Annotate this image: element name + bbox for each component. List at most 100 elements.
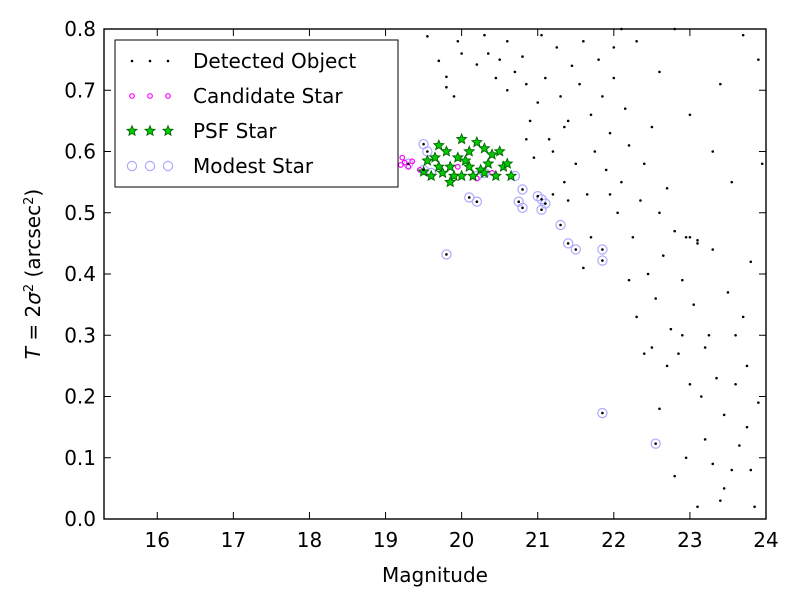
psf-star-point (417, 165, 430, 177)
psf-star-point (425, 169, 438, 182)
detected-object-point (627, 278, 631, 282)
detected-object-point (627, 144, 631, 147)
psf-star-point (455, 169, 468, 182)
detected-object-point (407, 162, 410, 166)
psf-star-point (455, 132, 468, 145)
detected-object-point (559, 223, 562, 227)
modest-star-point (532, 191, 543, 202)
detected-object-point (517, 200, 521, 204)
detected-object-point (566, 242, 570, 245)
modest-star-point (570, 244, 581, 255)
detected-object-point (540, 208, 543, 211)
modest-star-point (555, 219, 566, 231)
detected-object-point (749, 468, 753, 472)
detected-object-point (521, 188, 524, 191)
detected-object-point (620, 180, 623, 184)
detected-object-point (631, 235, 635, 239)
modest-star-point (464, 192, 475, 203)
x-tick-label: 18 (297, 528, 322, 552)
detected-object-point (684, 235, 688, 239)
detected-object-point (692, 303, 696, 306)
psf-star-point (501, 157, 514, 169)
detected-object-point (688, 382, 692, 386)
psf-star-point (421, 154, 434, 166)
detected-object-point (585, 193, 589, 196)
detected-object-point (422, 168, 425, 172)
legend-marker (165, 93, 171, 99)
detected-object-point (582, 266, 585, 270)
detected-object-point (719, 82, 722, 86)
detected-object-point (642, 162, 646, 166)
psf-star-point (463, 145, 476, 157)
detected-object-point (582, 39, 585, 43)
modest-star-point (441, 249, 452, 260)
x-tick-label: 16 (145, 528, 170, 552)
y-tick-label: 0.8 (64, 17, 96, 41)
detected-object-point (612, 76, 616, 80)
detected-object-point (426, 35, 429, 38)
legend-marker (161, 124, 175, 137)
detected-object-point (711, 248, 715, 251)
detected-object-point (665, 364, 669, 368)
detected-object-point (749, 260, 753, 264)
detected-object-point (544, 76, 547, 80)
detected-object-point (559, 95, 562, 98)
detected-object-point (726, 291, 730, 294)
detected-object-point (688, 235, 692, 239)
detected-object-point (757, 401, 760, 404)
detected-object-point (711, 150, 715, 153)
detected-object-point (612, 46, 616, 49)
x-axis-label: Magnitude (382, 563, 488, 587)
detected-object-point (551, 150, 555, 153)
detected-object-point (711, 462, 715, 466)
series-modest-star (403, 138, 661, 449)
detected-object-point (677, 352, 680, 355)
y-tick-label: 0.7 (64, 78, 96, 102)
detected-object-point (589, 113, 593, 117)
detected-object-point (738, 444, 741, 447)
psf-star-point (451, 151, 464, 163)
legend-entry-candidate: Candidate Star (129, 84, 343, 108)
modest-star-point (513, 196, 524, 207)
psf-star-point (493, 145, 506, 157)
modest-star-point (540, 198, 551, 209)
detected-object-point (684, 456, 688, 460)
detected-object-point (658, 211, 661, 215)
detected-object-point (753, 505, 756, 509)
legend-marker (126, 160, 138, 172)
detected-object-point (422, 142, 425, 146)
detected-object-point (673, 474, 676, 478)
detected-object-point (635, 39, 638, 43)
modest-star-point (471, 196, 483, 207)
detected-object-point (498, 58, 501, 61)
detected-object-point (597, 58, 600, 61)
detected-object-point (601, 248, 604, 251)
detected-object-point (635, 315, 638, 319)
x-tick-label: 21 (525, 528, 550, 552)
detected-object-point (715, 376, 718, 380)
legend-marker (125, 124, 139, 137)
detected-object-point (722, 487, 726, 490)
detected-object-point (593, 150, 597, 153)
psf-star-point (478, 142, 491, 154)
psf-star-point (459, 154, 472, 166)
detected-object-point (505, 39, 509, 43)
modest-star-point (597, 407, 608, 419)
legend-entry-detected: Detected Object (130, 49, 356, 73)
detected-object-point (566, 199, 570, 202)
modest-star-point (517, 202, 528, 214)
detected-object-point (536, 101, 540, 104)
detected-object-point (494, 76, 498, 80)
detected-object-point (475, 200, 479, 204)
detected-object-point (608, 193, 612, 196)
detected-object-point (608, 131, 612, 135)
detected-object-point (475, 63, 479, 66)
psf-star-point (489, 169, 502, 182)
y-tick-label: 0.5 (64, 201, 96, 225)
modest-star-point (562, 238, 574, 249)
detected-object-point (741, 315, 745, 319)
psf-star-point (440, 145, 453, 157)
detected-object-point (654, 297, 657, 300)
detected-object-point (536, 194, 540, 198)
